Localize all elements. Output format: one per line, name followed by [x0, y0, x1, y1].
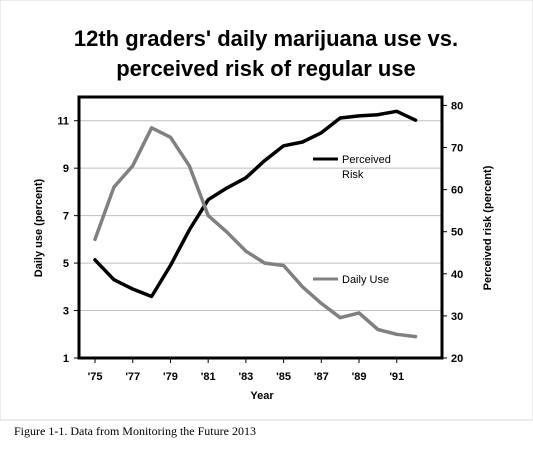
chart-title-line-2: perceived risk of regular use [116, 56, 416, 81]
chart-title-line-1: 12th graders' daily marijuana use vs. [74, 26, 458, 51]
legend-daily-use: Daily Use [313, 274, 389, 286]
axis-ticks: 1 3 5 7 9 11 20 30 40 50 60 70 80 '75 '77 '79 '81 '83 '85 '… [57, 100, 463, 383]
legend-perceived-risk-label-1: Perceived [342, 154, 391, 166]
y-right-tick-label: 40 [451, 269, 463, 281]
legend-daily-use-label: Daily Use [342, 274, 389, 286]
figure-caption: Figure 1-1. Data from Monitoring the Fut… [14, 424, 256, 438]
y-right-tick-label: 50 [451, 227, 463, 239]
y-left-tick-label: 7 [63, 211, 69, 223]
y-left-tick-label: 9 [63, 163, 69, 175]
y-right-tick-label: 80 [451, 100, 463, 112]
chart-frame [0, 0, 533, 421]
series-line-daily-use [93, 126, 418, 339]
x-tick-label: '85 [276, 371, 291, 383]
y-left-tick-label: 1 [63, 353, 69, 365]
x-axis-label: Year [250, 390, 274, 402]
y-right-tick-label: 70 [451, 143, 463, 155]
series-line-perceived-risk [93, 109, 418, 299]
x-tick-label: '75 [88, 371, 103, 383]
y-left-tick-label: 11 [57, 116, 69, 128]
x-tick-label: '79 [163, 371, 178, 383]
x-tick-label: '83 [238, 371, 253, 383]
y-left-tick-label: 5 [63, 258, 69, 270]
y-axis-right-label: Perceived risk (percent) [482, 165, 494, 290]
series-lines [93, 109, 418, 339]
y-right-tick-label: 20 [451, 353, 463, 365]
x-tick-label: '91 [389, 371, 404, 383]
legend-perceived-risk-label-2: Risk [342, 169, 364, 181]
x-tick-label: '87 [314, 371, 329, 383]
legend-perceived-risk: Perceived Risk [313, 154, 391, 181]
x-tick-label: '81 [201, 371, 216, 383]
y-axis-left-label: Daily use (percent) [33, 178, 45, 277]
x-tick-label: '89 [352, 371, 367, 383]
y-left-tick-label: 3 [63, 306, 69, 318]
x-tick-label: '77 [125, 371, 140, 383]
y-right-tick-label: 30 [451, 311, 463, 323]
plot-area [77, 95, 444, 360]
y-right-tick-label: 60 [451, 185, 463, 197]
